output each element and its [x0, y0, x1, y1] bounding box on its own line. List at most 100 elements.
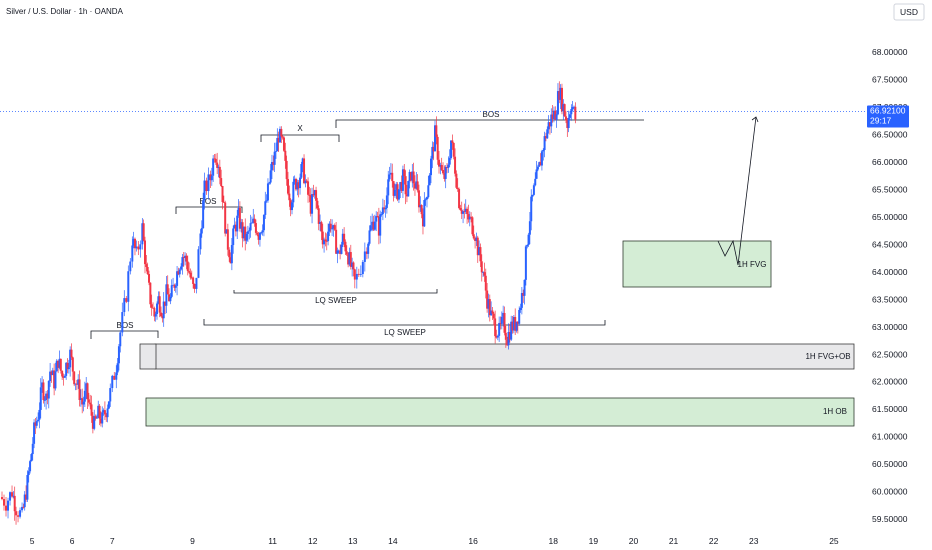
- candle-body: [81, 398, 84, 405]
- candle-body: [456, 187, 459, 190]
- candle-body: [199, 233, 202, 250]
- candle-body: [270, 161, 273, 171]
- candle-body: [467, 214, 470, 220]
- candle-body: [289, 200, 292, 211]
- candle-body: [413, 183, 416, 189]
- candle-body: [460, 210, 463, 214]
- currency-selector[interactable]: USD: [893, 3, 925, 21]
- candle-body: [77, 379, 80, 385]
- candles-group: [1, 81, 577, 525]
- candle-body: [262, 214, 265, 231]
- candle-body: [499, 322, 502, 324]
- candle-body: [7, 500, 10, 511]
- y-tick-label: 60.00000: [872, 487, 908, 497]
- candle-body: [474, 238, 477, 241]
- candle-body: [281, 136, 284, 138]
- candle-body: [286, 179, 289, 194]
- candle-body: [332, 225, 335, 229]
- candle-body: [30, 454, 33, 462]
- candle-body: [421, 214, 424, 227]
- candle-body: [280, 128, 283, 137]
- candle-body: [195, 277, 198, 289]
- candle-body: [282, 137, 285, 151]
- candle-body: [380, 214, 383, 215]
- candle-body: [401, 169, 404, 191]
- x-tick-label: 9: [190, 536, 195, 546]
- candle-body: [153, 308, 156, 317]
- candle-body: [455, 173, 458, 188]
- candle-body: [367, 243, 370, 254]
- x-tick-label: 5: [30, 536, 35, 546]
- x-axis[interactable]: 5 6 7 9 11 12 13 14 16 18 19 20 21 22 23 25: [30, 536, 839, 546]
- y-tick-label: 61.50000: [872, 404, 908, 414]
- candle-body: [273, 151, 276, 165]
- candle-body: [145, 264, 148, 268]
- candle-body: [531, 194, 534, 197]
- candle-body: [181, 257, 184, 267]
- candle-body: [101, 412, 104, 424]
- candle-body: [152, 307, 155, 309]
- candle-body: [43, 400, 46, 401]
- candle-body: [27, 471, 30, 476]
- candle-body: [502, 312, 505, 317]
- candle-body: [90, 404, 93, 416]
- candle-body: [193, 283, 196, 289]
- candle-body: [420, 205, 423, 215]
- candle-body: [45, 393, 48, 401]
- candle-body: [229, 257, 232, 264]
- candle-body: [329, 223, 332, 229]
- x-tick-label: 16: [468, 536, 478, 546]
- candle-body: [242, 226, 245, 239]
- candle-body: [254, 223, 257, 233]
- candle-body: [25, 494, 28, 500]
- candle-body: [46, 393, 49, 399]
- candle-body: [192, 277, 195, 284]
- candle-body: [337, 250, 340, 252]
- candle-body: [407, 180, 410, 197]
- candle-body: [522, 293, 525, 296]
- candle-body: [323, 239, 326, 245]
- candle-body: [260, 232, 263, 234]
- candle-body: [274, 151, 277, 153]
- candle-body: [103, 410, 106, 415]
- candle-body: [74, 383, 77, 385]
- candle-body: [372, 221, 375, 230]
- candle-body: [207, 174, 210, 192]
- candle-body: [237, 207, 240, 216]
- candle-body: [352, 262, 355, 270]
- candle-body: [395, 184, 398, 190]
- zone-1h-ob: [145, 397, 855, 427]
- candle-body: [377, 217, 380, 236]
- candle-body: [491, 310, 494, 314]
- candle-body: [228, 249, 231, 258]
- candle-body: [107, 401, 110, 409]
- candle-body: [210, 175, 213, 181]
- candle-body: [320, 222, 323, 232]
- candle-body: [160, 312, 163, 317]
- candle-body: [327, 231, 330, 242]
- candle-body: [148, 274, 151, 283]
- candle-body: [177, 271, 180, 275]
- candle-body: [494, 318, 497, 337]
- candle-body: [355, 273, 358, 280]
- x-label: X: [297, 124, 303, 133]
- candle-body: [552, 110, 555, 119]
- x-tick-label: 13: [348, 536, 358, 546]
- candle-body: [328, 223, 331, 232]
- candle-body: [257, 234, 260, 240]
- candle-body: [165, 284, 168, 306]
- candle-body: [454, 156, 457, 174]
- candle-body: [162, 301, 165, 319]
- y-tick-label: 66.00000: [872, 157, 908, 167]
- candle-body: [369, 225, 372, 231]
- candle-body: [321, 231, 324, 245]
- candle-body: [272, 161, 275, 165]
- candle-body: [542, 149, 545, 152]
- x-line: [260, 134, 340, 142]
- candle-body: [463, 211, 466, 212]
- candle-body: [121, 312, 124, 333]
- candle-body: [149, 282, 152, 305]
- candle-body: [405, 194, 408, 197]
- candle-body: [510, 321, 513, 340]
